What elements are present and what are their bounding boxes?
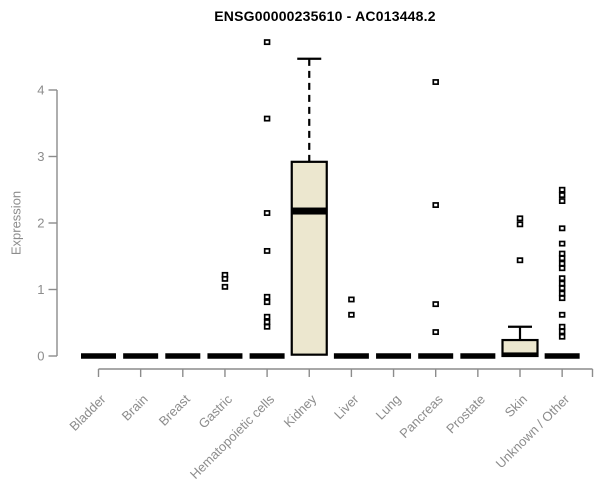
outlier-point <box>558 186 566 193</box>
box-kidney <box>290 57 328 356</box>
outlier-point <box>263 319 271 326</box>
box-gastric <box>207 271 243 359</box>
outlier-point <box>558 240 566 247</box>
y-axis: 0 1 2 3 4 <box>37 83 58 364</box>
box-bladder <box>81 353 116 359</box>
collapsed-box-bar <box>81 353 116 359</box>
collapsed-box-bar <box>544 353 580 359</box>
outlier-point <box>263 247 271 254</box>
outlier-point <box>558 285 566 292</box>
outlier-point <box>263 323 271 330</box>
x-category-label-unknown-other: Unknown / Other <box>493 391 573 471</box>
outlier-point <box>221 283 229 290</box>
outlier-point <box>558 192 566 199</box>
box-hematopoietic-cells <box>249 39 285 359</box>
outlier-point <box>558 280 566 287</box>
x-category-label-prostate: Prostate <box>443 392 488 437</box>
outlier-point <box>432 329 439 336</box>
outlier-point <box>348 296 355 303</box>
outlier-point <box>432 79 439 85</box>
outlier-point <box>558 295 566 302</box>
outlier-point <box>558 290 566 297</box>
x-category-label-gastric: Gastric <box>195 391 235 431</box>
box-body <box>290 160 328 356</box>
outlier-point <box>558 323 566 330</box>
outlier-point <box>558 275 566 282</box>
y-tick-label: 1 <box>37 282 44 297</box>
outlier-point <box>558 255 566 262</box>
y-tick-label: 3 <box>37 149 44 164</box>
outlier-point <box>432 301 439 308</box>
collapsed-box-bar <box>207 353 243 359</box>
y-tick-label: 2 <box>37 216 44 231</box>
box-brain <box>123 353 159 359</box>
outlier-point <box>516 215 524 222</box>
outlier-point <box>558 198 566 205</box>
collapsed-box-bar <box>249 353 285 359</box>
box-unknown-other <box>544 186 580 359</box>
x-category-label-bladder: Bladder <box>66 391 109 434</box>
outlier-point <box>263 313 271 320</box>
x-category-label-breast: Breast <box>156 391 193 428</box>
collapsed-box-bar <box>376 353 412 359</box>
x-category-label-lung: Lung <box>373 392 404 423</box>
outlier-point <box>263 39 271 46</box>
box-lung <box>376 353 412 359</box>
collapsed-box-bar <box>460 353 496 359</box>
outlier-point <box>558 260 566 267</box>
x-category-label-brain: Brain <box>119 392 151 424</box>
outlier-point <box>558 225 566 232</box>
median-line <box>291 207 327 215</box>
x-category-label-liver: Liver <box>331 391 362 422</box>
outlier-point <box>516 221 524 228</box>
collapsed-box-bar <box>333 353 369 359</box>
outlier-point <box>558 333 566 340</box>
outlier-point <box>263 299 271 306</box>
box-liver <box>333 296 369 359</box>
collapsed-box-bar <box>123 353 159 359</box>
box-skin <box>501 215 539 358</box>
x-category-label-kidney: Kidney <box>281 391 320 430</box>
outlier-point <box>263 115 271 122</box>
box-pancreas <box>418 79 454 359</box>
outlier-point <box>263 293 271 300</box>
x-category-label-skin: Skin <box>502 392 530 420</box>
collapsed-box-bar <box>418 353 454 359</box>
y-tick-label: 4 <box>37 83 44 98</box>
median-line <box>502 352 538 357</box>
outlier-point <box>558 311 566 318</box>
collapsed-box-bar <box>165 353 201 359</box>
outlier-point <box>348 311 355 318</box>
outlier-point <box>558 250 566 257</box>
outlier-point <box>263 210 271 216</box>
outlier-point <box>432 202 439 208</box>
box-prostate <box>460 353 496 359</box>
outlier-point <box>558 265 566 272</box>
y-tick-label: 0 <box>37 349 44 364</box>
box-breast <box>165 353 201 359</box>
outlier-point <box>558 328 566 335</box>
outlier-point <box>221 275 229 282</box>
x-category-label-pancreas: Pancreas <box>396 391 446 441</box>
chart-title: ENSG00000235610 - AC013448.2 <box>214 8 436 24</box>
outlier-point <box>516 257 524 264</box>
